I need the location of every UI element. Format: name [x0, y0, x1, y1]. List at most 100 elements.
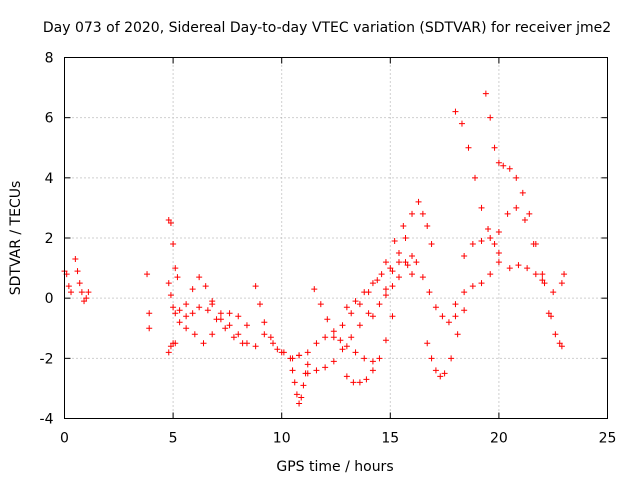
data-point	[504, 210, 511, 217]
series-arc-i	[183, 310, 250, 347]
data-point	[322, 334, 329, 341]
x-tick-label: 25	[599, 431, 617, 447]
data-point	[293, 391, 300, 398]
data-point	[350, 379, 357, 386]
data-point	[389, 283, 396, 290]
data-point	[146, 325, 153, 332]
data-point	[437, 373, 444, 380]
data-point	[461, 307, 468, 314]
data-point	[458, 120, 465, 127]
data-point	[389, 268, 396, 275]
data-point	[339, 322, 346, 329]
series-arc-c	[144, 271, 153, 332]
data-point	[324, 316, 331, 323]
data-point	[545, 310, 552, 317]
series-arc-aa	[452, 259, 502, 308]
series-arc-x	[452, 108, 502, 257]
data-point	[513, 204, 520, 211]
x-tick-label: 5	[169, 431, 178, 447]
data-point	[176, 319, 183, 326]
data-point	[452, 313, 459, 320]
data-point	[413, 259, 420, 266]
y-axis-title: SDTVAR / TECUs	[8, 181, 24, 296]
data-point	[352, 349, 359, 356]
data-point	[376, 355, 383, 362]
data-point	[256, 301, 263, 308]
data-point	[445, 319, 452, 326]
data-point	[550, 289, 557, 296]
data-point	[487, 235, 494, 241]
data-point	[191, 331, 198, 338]
series-arc-g	[176, 274, 216, 314]
data-point	[300, 382, 307, 389]
data-point	[204, 307, 211, 314]
data-point	[532, 241, 539, 248]
data-point	[235, 331, 242, 338]
data-point	[382, 292, 389, 299]
data-point	[189, 310, 196, 317]
data-point	[369, 313, 376, 320]
axis-ticks	[64, 57, 608, 419]
data-point	[506, 165, 513, 172]
chart-title: Day 073 of 2020, Sidereal Day-to-day VTE…	[43, 20, 611, 36]
data-point	[296, 352, 303, 359]
data-point	[500, 162, 507, 169]
data-point	[482, 90, 489, 97]
data-point	[452, 301, 459, 308]
data-point	[465, 144, 472, 151]
data-point	[432, 304, 439, 311]
y-tick-label: 2	[45, 231, 54, 247]
data-point	[356, 379, 363, 386]
data-point	[495, 159, 502, 166]
data-point	[539, 277, 546, 284]
data-point	[391, 238, 398, 245]
data-point	[461, 253, 468, 260]
series-arc-p	[330, 222, 407, 341]
data-point	[72, 256, 79, 263]
data-point	[304, 349, 311, 356]
data-point	[170, 241, 177, 248]
data-point	[167, 219, 174, 226]
data-point	[428, 355, 435, 362]
data-point	[363, 376, 370, 383]
series-arc-u	[415, 198, 435, 248]
x-tick-label: 20	[490, 431, 508, 447]
data-point	[235, 313, 242, 320]
grid-lines	[64, 57, 608, 419]
data-point	[85, 289, 92, 296]
data-point	[426, 289, 433, 296]
x-tick-label: 0	[60, 431, 69, 447]
data-point	[409, 271, 416, 278]
data-point	[200, 340, 207, 347]
data-point	[395, 274, 402, 281]
data-point	[361, 355, 368, 362]
y-tick-label: -4	[40, 412, 54, 428]
data-point	[448, 355, 455, 362]
data-point	[68, 289, 75, 296]
data-point	[415, 198, 422, 205]
data-point	[170, 304, 177, 311]
data-point	[270, 340, 277, 347]
data-point	[495, 228, 502, 235]
data-point	[296, 400, 303, 407]
data-point	[365, 310, 372, 317]
data-point	[395, 259, 402, 266]
data-point	[81, 298, 88, 305]
data-point	[419, 274, 426, 281]
y-tick-label: 6	[45, 111, 54, 127]
y-tick-label: -2	[40, 351, 54, 367]
data-point	[348, 334, 355, 341]
data-point	[409, 210, 416, 217]
data-point	[541, 280, 548, 287]
data-point	[226, 310, 233, 317]
data-point	[376, 301, 383, 308]
data-point	[491, 241, 498, 248]
series-arc-q	[343, 259, 416, 311]
data-point	[339, 346, 346, 353]
data-point	[217, 310, 224, 317]
data-point	[172, 310, 179, 317]
data-point	[183, 325, 190, 332]
data-point	[196, 304, 203, 311]
data-point	[348, 310, 355, 317]
series-arc-m	[289, 361, 311, 407]
